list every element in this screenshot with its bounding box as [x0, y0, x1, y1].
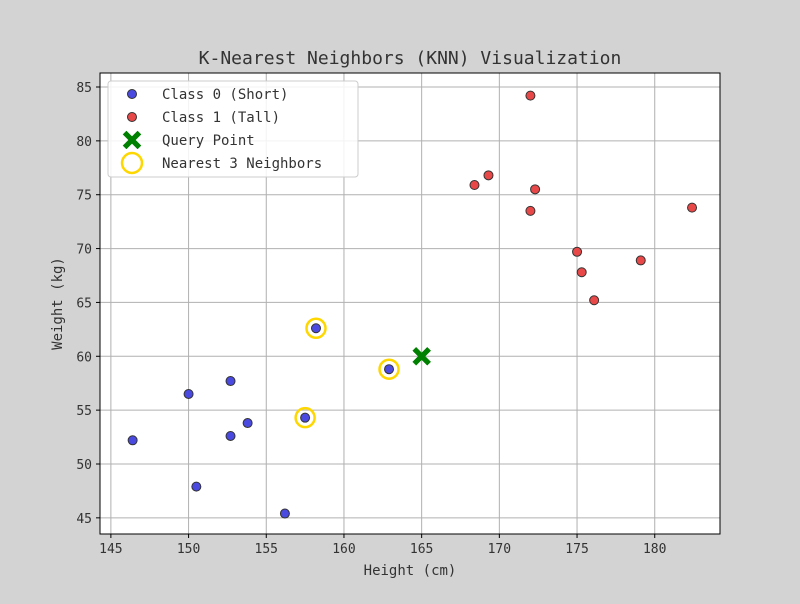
data-point — [127, 435, 138, 446]
data-point — [225, 430, 236, 441]
data-point — [635, 255, 646, 266]
x-tick-label: 170 — [488, 542, 511, 557]
chart-title: K-Nearest Neighbors (KNN) Visualization — [199, 48, 622, 69]
y-tick-label: 55 — [76, 404, 92, 419]
neighbor-ring — [294, 406, 316, 429]
plot-frame — [99, 72, 721, 535]
data-point — [687, 202, 698, 213]
y-tick-label: 60 — [76, 350, 92, 365]
legend-marker — [120, 151, 144, 175]
data-point — [525, 90, 536, 101]
legend-label: Query Point — [162, 133, 255, 149]
data-point — [384, 364, 395, 375]
x-tick-label: 175 — [565, 542, 588, 557]
data-point — [300, 412, 311, 423]
data-point — [469, 180, 480, 191]
legend-label: Nearest 3 Neighbors — [162, 156, 322, 172]
legend-box — [107, 80, 359, 178]
data-point — [191, 481, 202, 492]
y-tick-label: 65 — [76, 296, 92, 311]
data-point — [279, 508, 290, 519]
data-point — [530, 184, 541, 195]
data-point — [183, 388, 194, 399]
legend-label: Class 0 (Short) — [162, 87, 288, 103]
data-marks — [127, 90, 698, 519]
x-tick-label: 150 — [177, 542, 200, 557]
neighbor-ring — [305, 317, 327, 340]
x-axis-label: Height (cm) — [364, 563, 457, 579]
x-tick-label: 145 — [99, 542, 122, 557]
legend-label: Class 1 (Tall) — [162, 110, 280, 126]
y-tick-label: 80 — [76, 135, 92, 150]
y-tick-label: 45 — [76, 512, 92, 527]
legend-marker — [127, 89, 137, 99]
data-point — [525, 205, 536, 216]
x-tick-label: 155 — [255, 542, 278, 557]
x-tick-label: 165 — [410, 542, 433, 557]
axis-ticks: 145 150 155 160 165 170 175 180 45 50 55 60 65 70 75 80… — [76, 81, 666, 557]
x-tick-label: 160 — [332, 542, 355, 557]
legend: Class 0 (Short) Class 1 (Tall) Query Point… — [107, 80, 359, 178]
data-point — [242, 418, 253, 429]
y-tick-label: 85 — [76, 81, 92, 96]
query-point-marker — [412, 346, 432, 366]
data-point — [572, 246, 583, 257]
data-point — [589, 295, 600, 306]
data-point — [483, 170, 494, 181]
y-tick-label: 50 — [76, 458, 92, 473]
legend-marker — [122, 130, 142, 150]
legend-marker — [127, 112, 137, 122]
y-tick-label: 75 — [76, 189, 92, 204]
y-axis-label: Weight (kg) — [50, 257, 66, 350]
data-point — [576, 267, 587, 278]
y-tick-label: 70 — [76, 243, 92, 258]
data-point — [225, 376, 236, 387]
neighbor-ring — [378, 358, 400, 380]
data-point — [310, 323, 321, 334]
x-tick-label: 180 — [643, 542, 666, 557]
